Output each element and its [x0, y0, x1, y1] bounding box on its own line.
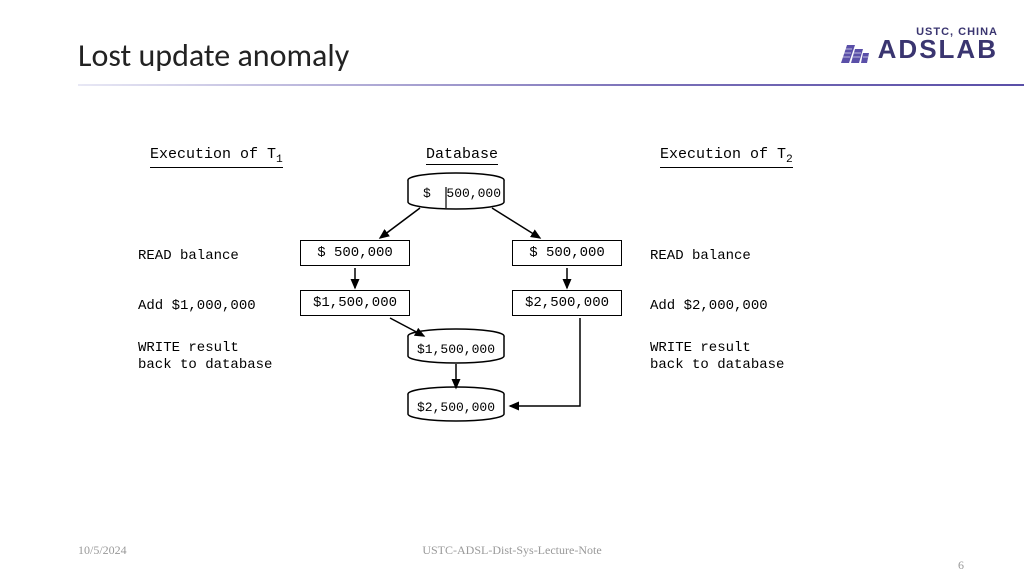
t2-step-write: WRITE result back to database: [650, 340, 784, 374]
db-final-cyl: $2,500,000: [406, 386, 506, 420]
footer-note: USTC-ADSL-Dist-Sys-Lecture-Note: [0, 543, 1024, 558]
t1-step-read: READ balance: [138, 248, 239, 265]
t2-result-box: $2,500,000: [512, 290, 622, 316]
header-t2-sub: 2: [786, 154, 793, 166]
footer-page: 6: [958, 558, 964, 573]
title-underline: [78, 84, 1024, 86]
slide-footer: 10/5/2024 USTC-ADSL-Dist-Sys-Lecture-Not…: [0, 543, 1024, 558]
t1-read-box: $ 500,000: [300, 240, 410, 266]
db-after-t1-value: $1,500,000: [406, 342, 506, 357]
header-t1: Execution of T1: [150, 146, 283, 168]
t2-step-read: READ balance: [650, 248, 751, 265]
t2-step-add: Add $2,000,000: [650, 298, 768, 315]
building-icon: [837, 39, 869, 68]
footer-date: 10/5/2024: [78, 543, 127, 558]
db-initial-cyl: $ $ 500,000500,000: [406, 172, 506, 206]
lost-update-diagram: Execution of T1 Database Execution of T2…: [120, 140, 920, 460]
logo-text: ADSLAB: [878, 34, 998, 64]
header-db: Database: [426, 146, 498, 165]
t2-read-box: $ 500,000: [512, 240, 622, 266]
t1-step-write: WRITE result back to database: [138, 340, 272, 374]
logo-row: ADSLAB: [837, 36, 998, 68]
db-final-value: $2,500,000: [406, 400, 506, 415]
db-initial-value: $ $ 500,000500,000: [412, 186, 512, 201]
header-t2-text: Execution of T: [660, 146, 786, 163]
t1-result-box: $1,500,000: [300, 290, 410, 316]
db-after-t1-cyl: $1,500,000: [406, 328, 506, 362]
logo: USTC, CHINA ADSLAB: [837, 26, 998, 68]
t1-step-add: Add $1,000,000: [138, 298, 256, 315]
header-t2: Execution of T2: [660, 146, 793, 168]
header-t1-text: Execution of T: [150, 146, 276, 163]
header-t1-sub: 1: [276, 154, 283, 166]
